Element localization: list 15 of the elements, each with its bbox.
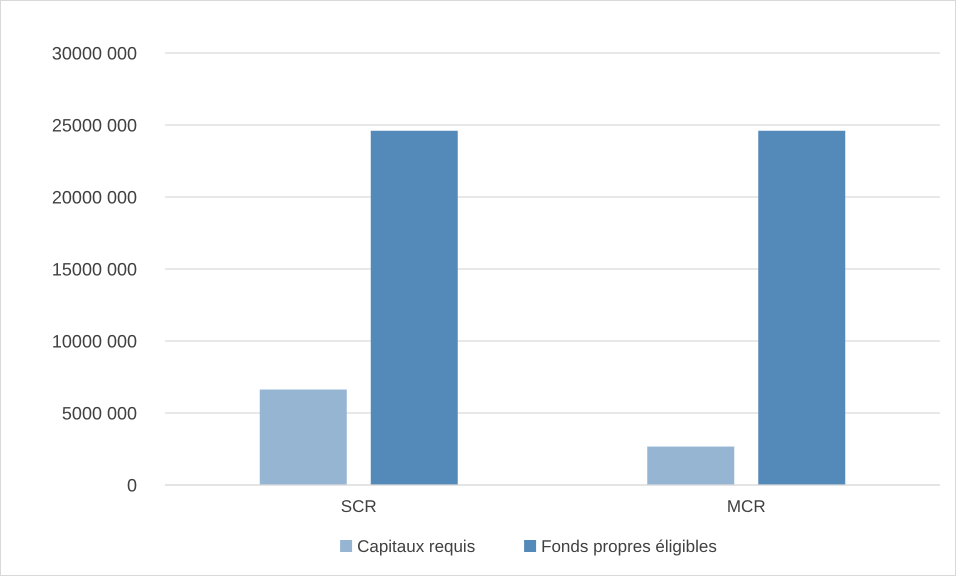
bar (370, 130, 458, 485)
legend-label: Capitaux requis (357, 536, 476, 556)
y-tick-label: 20000 000 (52, 187, 137, 208)
x-tick-label: MCR (726, 497, 766, 516)
y-tick-label: 30000 000 (52, 43, 137, 64)
x-tick-label: SCR (340, 497, 377, 516)
y-tick-label: 10000 000 (52, 331, 137, 352)
y-tick-label: 15000 000 (52, 259, 137, 280)
y-tick-label: 25000 000 (52, 115, 137, 136)
bar (758, 130, 846, 485)
y-tick-label: 5000 000 (62, 403, 137, 424)
bar (260, 390, 347, 485)
legend-label: Fonds propres éligibles (541, 536, 717, 556)
bar (647, 446, 734, 485)
y-tick-label: 0 (126, 475, 137, 496)
